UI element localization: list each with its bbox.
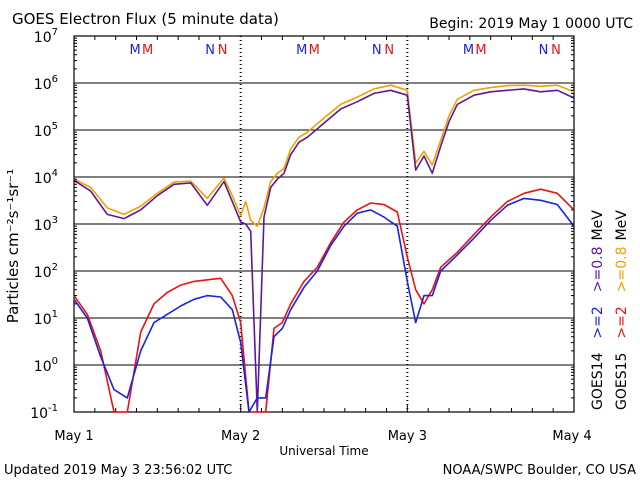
series-line [73, 197, 575, 413]
mn-marker: N [539, 43, 549, 58]
legend-item: GOES14 [590, 352, 606, 410]
series-layer [73, 84, 575, 413]
mn-marker: N [384, 43, 394, 58]
chart-title: GOES Electron Flux (5 minute data) [12, 10, 279, 28]
x-axis-ticks: May 1 May 2 May 3 May 4 [54, 36, 592, 444]
updated-timestamp: Updated 2019 May 3 23:56:02 UTC [4, 463, 232, 478]
mn-marker: M [309, 43, 320, 58]
x-tick-label: May 1 [54, 429, 93, 444]
mn-marker: N [372, 43, 382, 58]
y-tick-label: 101 [34, 309, 58, 328]
series-line [73, 88, 575, 413]
y-tick-label: 105 [34, 121, 58, 140]
legend-unit: MeV [590, 210, 606, 241]
x-tick-label: May 3 [388, 429, 427, 444]
mn-marker: M [475, 43, 486, 58]
legend-item: GOES15 [614, 353, 630, 410]
legend-item: >=2 [614, 306, 630, 338]
series-line [73, 188, 575, 413]
mn-marker: M [130, 43, 141, 58]
day-divider-markers [239, 36, 409, 412]
legend-entry: GOES15 >=2 >=0.8 MeV [614, 210, 630, 410]
legend-entry: GOES14 >=2 >=0.8 MeV [590, 210, 606, 410]
y-tick-label: 107 [34, 27, 58, 46]
legend: GOES15 >=2 >=0.8 MeV GOES14 >=2 >=0.8 MeV [590, 210, 630, 410]
series-line [73, 84, 575, 227]
mn-marker: N [551, 43, 561, 58]
y-tick-label: 104 [34, 168, 58, 187]
mn-marker: M [463, 43, 474, 58]
begin-time-label: Begin: 2019 May 1 0000 UTC [429, 16, 633, 32]
mn-marker: N [205, 43, 215, 58]
mn-marker: M [142, 43, 153, 58]
mn-marker: M [296, 43, 307, 58]
x-tick-label: May 4 [552, 429, 591, 444]
y-tick-label: 10-1 [30, 403, 58, 422]
legend-item: >=0.8 [614, 246, 630, 292]
y-axis-ticks: 10-1 100 101 102 103 104 105 106 107 [30, 27, 574, 422]
legend-item: >=0.8 [590, 246, 606, 292]
y-tick-label: 106 [34, 74, 58, 93]
legend-unit: MeV [614, 210, 630, 241]
legend-item: >=2 [590, 306, 606, 338]
source-label: NOAA/SWPC Boulder, CO USA [443, 463, 636, 478]
x-axis-label: Universal Time [279, 444, 368, 458]
y-axis-label: Particles cm⁻²s⁻¹sr⁻¹ [4, 169, 22, 323]
y-tick-label: 100 [34, 356, 58, 375]
y-tick-label: 103 [34, 215, 58, 234]
mn-marker: N [218, 43, 228, 58]
y-tick-label: 102 [34, 262, 58, 281]
x-tick-label: May 2 [221, 429, 260, 444]
